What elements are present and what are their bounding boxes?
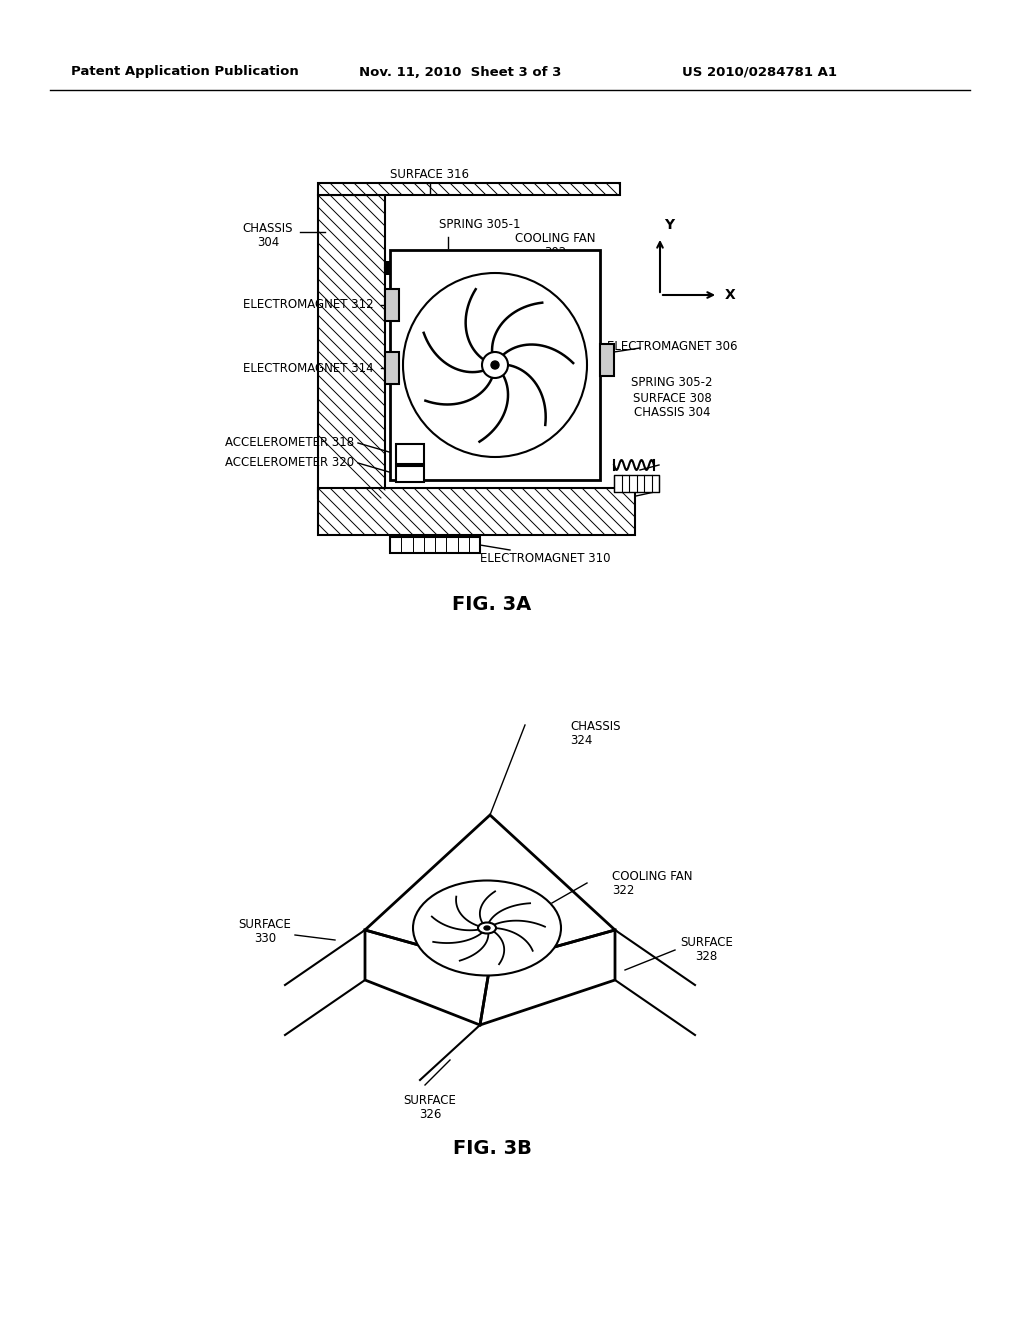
Text: 328: 328 bbox=[695, 949, 717, 962]
Bar bbox=[385, 289, 399, 321]
Circle shape bbox=[403, 273, 587, 457]
Text: CHASSIS: CHASSIS bbox=[243, 222, 293, 235]
Text: 324: 324 bbox=[570, 734, 592, 747]
Text: Patent Application Publication: Patent Application Publication bbox=[71, 66, 299, 78]
Text: ELECTROMAGNET 314: ELECTROMAGNET 314 bbox=[243, 362, 374, 375]
Text: COOLING FAN: COOLING FAN bbox=[515, 231, 595, 244]
Text: COOLING FAN: COOLING FAN bbox=[612, 870, 692, 883]
Text: 304: 304 bbox=[257, 235, 280, 248]
Text: X: X bbox=[725, 288, 735, 302]
Text: SURFACE 316: SURFACE 316 bbox=[390, 169, 469, 181]
Text: 322: 322 bbox=[612, 883, 635, 896]
Text: ELECTROMAGNET 306: ELECTROMAGNET 306 bbox=[607, 339, 737, 352]
Text: SURFACE 308: SURFACE 308 bbox=[633, 392, 712, 404]
Bar bbox=[396, 444, 424, 465]
Bar bbox=[390, 537, 480, 553]
Text: ELECTROMAGNET 310: ELECTROMAGNET 310 bbox=[480, 552, 610, 565]
Text: FIG. 3A: FIG. 3A bbox=[453, 595, 531, 615]
Text: Nov. 11, 2010  Sheet 3 of 3: Nov. 11, 2010 Sheet 3 of 3 bbox=[358, 66, 561, 78]
Text: US 2010/0284781 A1: US 2010/0284781 A1 bbox=[683, 66, 838, 78]
Text: Y: Y bbox=[664, 218, 674, 232]
Text: CHASSIS: CHASSIS bbox=[570, 721, 621, 734]
Text: ACCELEROMETER 318: ACCELEROMETER 318 bbox=[225, 437, 354, 450]
Bar bbox=[600, 345, 614, 376]
Bar bbox=[390, 249, 600, 480]
Ellipse shape bbox=[413, 880, 561, 975]
Bar bbox=[318, 488, 635, 535]
Text: SURFACE: SURFACE bbox=[403, 1093, 457, 1106]
Text: 302: 302 bbox=[544, 246, 566, 259]
Bar bbox=[396, 466, 424, 482]
Ellipse shape bbox=[478, 923, 496, 933]
Text: FIG. 3B: FIG. 3B bbox=[453, 1138, 531, 1158]
Text: 330: 330 bbox=[254, 932, 276, 945]
Text: ELECTROMAGNET 312: ELECTROMAGNET 312 bbox=[243, 298, 374, 312]
Bar bbox=[385, 352, 399, 384]
Text: SPRING 305-2: SPRING 305-2 bbox=[631, 375, 713, 388]
Bar bbox=[318, 183, 620, 195]
Circle shape bbox=[482, 352, 508, 378]
Bar bbox=[614, 475, 659, 492]
Text: SURFACE: SURFACE bbox=[680, 936, 733, 949]
Text: SPRING 305-1: SPRING 305-1 bbox=[439, 219, 521, 231]
Text: ACCELEROMETER 320: ACCELEROMETER 320 bbox=[225, 457, 354, 470]
Ellipse shape bbox=[484, 927, 490, 931]
Text: CHASSIS 304: CHASSIS 304 bbox=[634, 407, 711, 420]
Text: 326: 326 bbox=[419, 1107, 441, 1121]
Circle shape bbox=[490, 360, 499, 370]
Text: SURFACE: SURFACE bbox=[239, 919, 292, 932]
Bar bbox=[318, 195, 385, 498]
